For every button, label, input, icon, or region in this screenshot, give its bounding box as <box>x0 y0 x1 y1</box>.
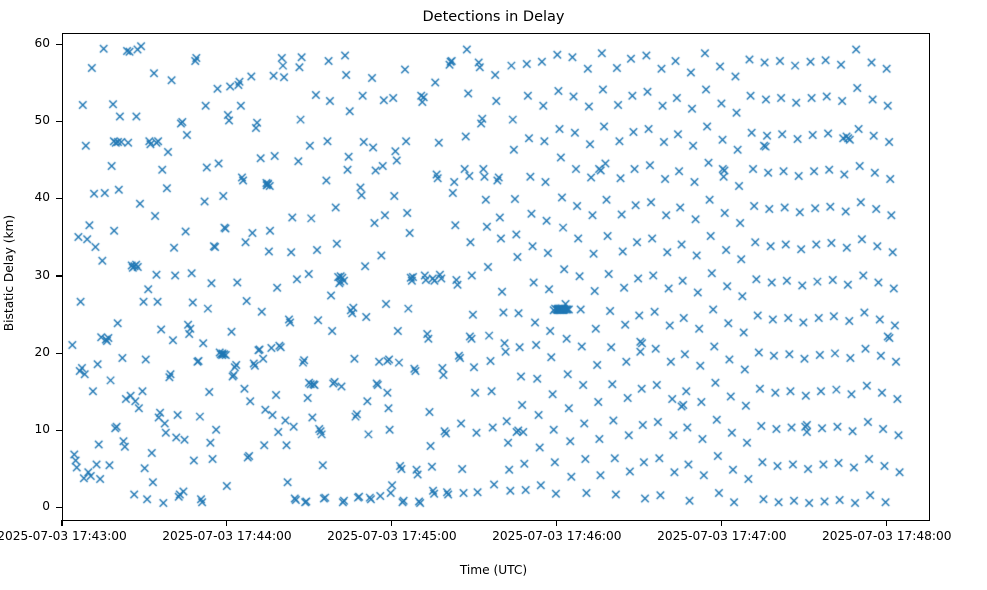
y-tick-mark <box>55 43 62 46</box>
x-tick-mark <box>391 519 393 526</box>
scatter-plot-canvas <box>63 34 929 520</box>
y-tick-label: 50 <box>34 113 50 128</box>
chart-title: Detections in Delay <box>422 9 565 25</box>
y-tick-mark <box>55 198 62 200</box>
plot-area <box>62 33 930 521</box>
x-tick-label: 2025-07-03 17:44:00 <box>162 529 292 543</box>
y-tick-label: 10 <box>34 421 50 436</box>
y-tick-label: 60 <box>34 36 50 51</box>
x-tick-mark <box>721 519 723 526</box>
y-tick-mark <box>55 429 62 431</box>
x-tick-mark <box>886 519 888 526</box>
x-tick-label: 2025-07-03 17:47:00 <box>657 529 787 543</box>
x-tick-mark <box>61 519 63 526</box>
x-tick-label: 2025-07-03 17:45:00 <box>327 529 457 543</box>
y-tick-mark <box>55 352 62 354</box>
x-tick-mark <box>226 519 228 526</box>
y-tick-label: 0 <box>42 498 50 513</box>
x-tick-mark <box>556 519 558 526</box>
y-tick-label: 20 <box>34 344 50 359</box>
x-axis-label: Time (UTC) <box>459 563 528 577</box>
x-tick-label: 2025-07-03 17:46:00 <box>492 529 622 543</box>
y-tick-mark <box>55 506 62 508</box>
y-tick-mark <box>55 275 62 277</box>
x-tick-label: 2025-07-03 17:48:00 <box>822 529 952 543</box>
x-tick-label: 2025-07-03 17:43:00 <box>0 529 127 543</box>
y-tick-label: 30 <box>34 267 50 282</box>
y-tick-mark <box>55 121 62 123</box>
y-tick-label: 40 <box>34 190 50 205</box>
